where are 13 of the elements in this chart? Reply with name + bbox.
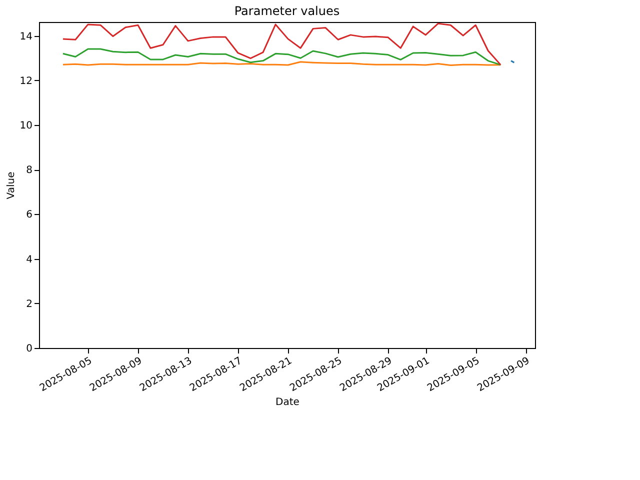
y-tick-label: 2 [26,298,32,310]
line-series [62,22,502,66]
y-tick-label: 10 [20,120,32,132]
y-tick-label: 0 [26,344,32,354]
x-axis-title: Date [276,397,300,408]
chart-title: Parameter values [234,4,340,18]
y-tick-label: 8 [26,165,32,176]
y-axis-title: Value [6,172,17,200]
line-series [62,48,502,66]
y-tick-label: 14 [20,31,32,42]
y-tick-label: 4 [26,254,32,266]
y-tick-label: 12 [20,76,32,87]
y-tick-label: 6 [26,210,32,221]
